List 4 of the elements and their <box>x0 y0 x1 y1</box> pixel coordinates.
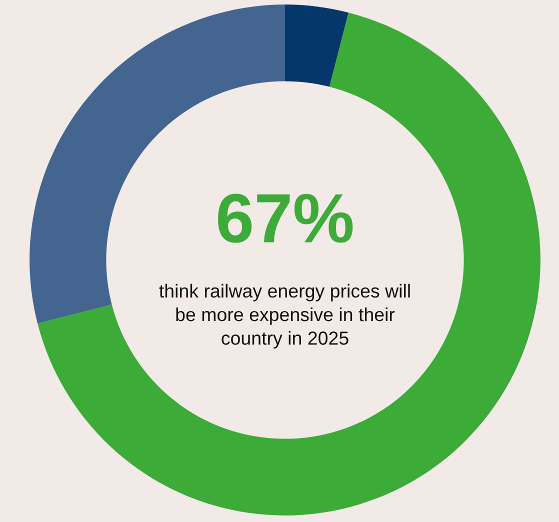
donut-slice <box>285 4 349 87</box>
donut-slice <box>38 12 540 516</box>
text: 67% <box>218 194 353 243</box>
text: think railway energy prices will be more expensive in their country in 2025 <box>159 284 410 349</box>
